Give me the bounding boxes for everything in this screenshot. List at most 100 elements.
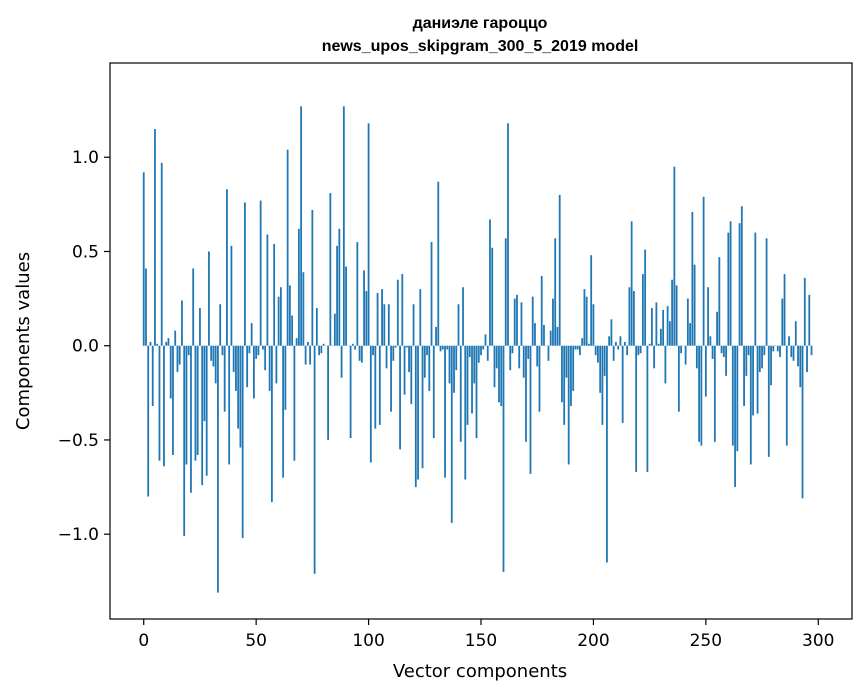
bar bbox=[738, 223, 741, 346]
bar bbox=[770, 345, 772, 386]
bar bbox=[531, 296, 534, 346]
bar bbox=[405, 345, 408, 348]
bar bbox=[788, 336, 790, 346]
bar bbox=[414, 345, 417, 488]
bar bbox=[722, 345, 725, 358]
bar bbox=[241, 345, 244, 538]
bar bbox=[513, 298, 516, 346]
bar bbox=[572, 345, 575, 391]
bar bbox=[680, 345, 683, 354]
bar bbox=[300, 106, 303, 346]
bar bbox=[439, 345, 442, 352]
bar bbox=[756, 345, 759, 414]
bar bbox=[624, 341, 626, 346]
bar bbox=[145, 268, 147, 346]
bar bbox=[381, 289, 383, 346]
bar bbox=[713, 345, 716, 442]
bar bbox=[556, 326, 559, 346]
bar bbox=[561, 345, 563, 403]
bar bbox=[383, 304, 386, 346]
bar bbox=[765, 238, 768, 346]
bar bbox=[275, 345, 278, 384]
bar bbox=[745, 345, 748, 376]
bar bbox=[385, 345, 388, 369]
bar bbox=[549, 330, 552, 346]
bar bbox=[199, 308, 201, 346]
bar bbox=[630, 221, 633, 346]
bar bbox=[547, 345, 550, 361]
bar bbox=[691, 211, 694, 346]
bar bbox=[570, 345, 572, 407]
bar bbox=[311, 210, 314, 346]
bar bbox=[266, 234, 269, 346]
bar bbox=[675, 285, 678, 346]
bar bbox=[333, 313, 336, 346]
bar bbox=[644, 249, 647, 346]
bar bbox=[509, 345, 512, 371]
bar bbox=[655, 302, 658, 346]
bar bbox=[160, 162, 163, 346]
bar bbox=[585, 296, 588, 346]
bar bbox=[606, 345, 608, 563]
bar bbox=[232, 345, 235, 373]
bar bbox=[698, 345, 700, 442]
bar bbox=[808, 294, 811, 346]
bar bbox=[172, 345, 174, 456]
bar bbox=[747, 345, 750, 356]
bar bbox=[558, 194, 561, 346]
bar bbox=[617, 345, 620, 350]
bar bbox=[763, 345, 766, 356]
bar bbox=[801, 345, 804, 499]
bar bbox=[767, 345, 770, 457]
bar bbox=[612, 345, 615, 361]
bar bbox=[306, 341, 309, 346]
bar bbox=[340, 345, 343, 378]
y-axis-label: Components values bbox=[13, 252, 34, 430]
bar bbox=[262, 345, 264, 350]
bar bbox=[423, 345, 426, 378]
bar bbox=[565, 345, 568, 378]
bar bbox=[430, 242, 433, 346]
bar bbox=[790, 345, 793, 358]
bar bbox=[178, 345, 181, 365]
bar bbox=[187, 345, 190, 356]
bar bbox=[338, 228, 341, 346]
bar bbox=[761, 345, 763, 369]
bar bbox=[734, 345, 736, 488]
bar bbox=[257, 345, 260, 356]
bar bbox=[228, 345, 231, 465]
bar bbox=[806, 345, 808, 373]
bar bbox=[639, 345, 642, 354]
bar bbox=[217, 345, 219, 593]
bar bbox=[457, 304, 460, 346]
bar bbox=[700, 345, 703, 446]
x-axis-ticks: 0 50 100 150 200 250 300 bbox=[138, 619, 834, 651]
bar bbox=[367, 123, 370, 346]
bar bbox=[226, 189, 228, 346]
bar bbox=[176, 345, 179, 373]
bar bbox=[711, 345, 714, 359]
bar bbox=[648, 343, 651, 346]
bar bbox=[590, 255, 593, 346]
bar bbox=[684, 345, 687, 365]
bar bbox=[471, 345, 473, 414]
bar bbox=[322, 343, 325, 346]
bar bbox=[342, 106, 345, 346]
bar bbox=[628, 287, 631, 346]
bar bbox=[538, 345, 541, 412]
bar bbox=[417, 345, 419, 480]
bar bbox=[196, 345, 199, 456]
x-tick-label: 300 bbox=[802, 631, 834, 651]
bar bbox=[740, 206, 743, 346]
bar bbox=[183, 345, 186, 537]
bar bbox=[437, 181, 440, 346]
x-tick-label: 250 bbox=[690, 631, 722, 651]
bar bbox=[192, 268, 195, 346]
bar bbox=[466, 345, 469, 425]
bar bbox=[288, 285, 291, 346]
bar bbox=[597, 345, 599, 363]
bar bbox=[686, 298, 689, 346]
bar bbox=[671, 279, 674, 346]
x-tick-label: 200 bbox=[577, 631, 609, 651]
bar bbox=[329, 193, 332, 346]
